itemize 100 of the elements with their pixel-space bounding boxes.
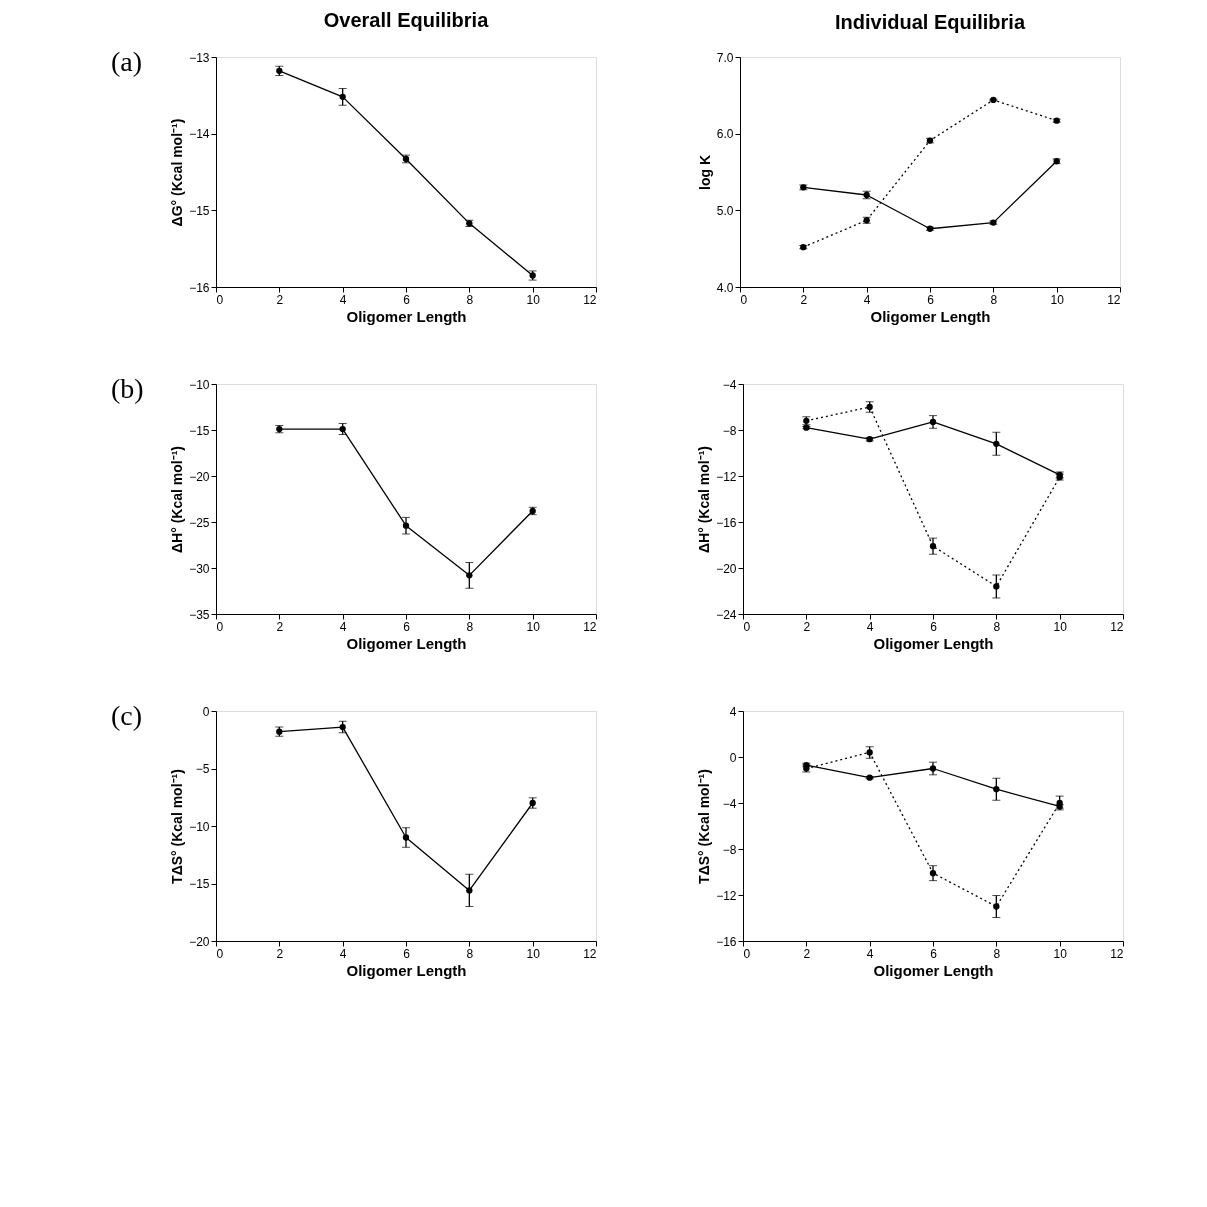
point [402,834,410,841]
x-tick-label: 0 [743,946,751,961]
y-tick-label: −20 [189,934,210,949]
x-tick-label: 0 [216,292,224,307]
x-axis-title: Oligomer Length [873,961,994,979]
chart-title: Individual Equilibria [834,11,1026,33]
y-tick-label: 7.0 [716,50,734,65]
point [466,572,473,579]
x-tick-label: 4 [863,292,871,307]
point [929,869,937,877]
x-tick-label: 4 [866,946,874,961]
point [929,542,937,550]
point [339,93,346,101]
y-tick-label: −5 [195,762,210,776]
x-tick-label: 8 [990,292,998,307]
point [993,440,1000,447]
x-tick-label: 6 [403,619,411,634]
x-tick-label: 4 [339,946,347,961]
x-tick-label: 8 [466,946,474,961]
point [929,765,937,772]
x-tick-label: 4 [339,619,347,634]
y-tick-label: −8 [722,423,737,438]
x-tick-label: 12 [583,946,597,961]
y-tick-label: −8 [722,842,737,857]
y-tick-label: −10 [189,819,210,834]
y-tick-label: 6.0 [716,127,734,142]
x-tick-label: 6 [403,292,411,307]
y-tick-label: −24 [716,607,737,622]
y-tick-label: −12 [716,469,737,484]
x-tick-label: 0 [743,619,751,634]
chart-title: Overall Equilibria [323,9,490,31]
y-tick-label: −14 [189,127,210,142]
x-tick-label: 6 [403,946,411,961]
y-tick-label: −15 [189,423,210,438]
x-axis-title: Oligomer Length [346,961,467,979]
x-tick-label: 2 [803,619,811,634]
y-axis-title: ΔH° (Kcal mol⁻¹) [696,446,713,553]
y-tick-label: −12 [716,888,737,903]
y-axis-title: TΔS° (Kcal mol⁻¹) [169,769,186,884]
y-axis-title: TΔS° (Kcal mol⁻¹) [696,769,713,884]
point [993,903,1000,910]
text: (b) [111,373,144,404]
x-tick-label: 4 [339,292,347,307]
x-tick-label: 4 [866,619,874,634]
x-axis-title: Oligomer Length [873,634,994,652]
x-tick-label: 2 [276,619,284,634]
y-tick-label: −35 [189,607,210,622]
y-tick-label: −10 [189,377,210,392]
x-tick-label: 0 [740,292,748,307]
x-tick-label: 2 [803,946,811,961]
x-tick-label: 10 [1053,619,1068,634]
y-axis-title: ΔG° (Kcal mol⁻¹) [169,118,186,227]
y-tick-label: 4.0 [716,280,734,295]
y-tick-label: 0 [202,704,210,719]
point [993,786,1000,793]
x-tick-label: 12 [583,619,597,634]
x-tick-label: 8 [993,946,1001,961]
x-tick-label: 10 [1053,946,1068,961]
x-tick-label: 6 [930,619,938,634]
x-tick-label: 8 [466,292,474,307]
x-tick-label: 10 [526,946,541,961]
x-tick-label: 12 [1107,292,1121,307]
y-tick-label: −15 [189,877,210,891]
point [466,887,473,894]
x-tick-label: 10 [526,619,541,634]
x-tick-label: 12 [1110,619,1124,634]
y-tick-label: −25 [189,515,210,530]
x-tick-label: 2 [800,292,808,307]
x-tick-label: 2 [276,946,284,961]
x-tick-label: 10 [526,292,541,307]
text: (a) [111,46,143,77]
y-tick-label: 4 [729,704,737,719]
x-tick-label: 10 [1050,292,1065,307]
y-tick-label: −15 [189,203,210,218]
y-tick-label: −4 [722,796,737,811]
y-tick-label: −16 [189,280,210,295]
y-tick-label: −4 [722,377,737,392]
x-axis-title: Oligomer Length [870,307,991,325]
x-tick-label: 12 [1110,946,1124,961]
x-tick-label: 6 [927,292,935,307]
x-tick-label: 0 [216,619,224,634]
y-axis-title: ΔH° (Kcal mol⁻¹) [169,446,186,553]
y-tick-label: −16 [716,515,737,530]
x-tick-label: 0 [216,946,224,961]
x-tick-label: 8 [466,619,474,634]
y-tick-label: 5.0 [716,203,734,218]
y-tick-label: −16 [716,934,737,949]
y-tick-label: −13 [189,50,210,65]
text: (c) [111,700,143,731]
x-axis-title: Oligomer Length [346,307,467,325]
y-tick-label: −20 [716,561,737,576]
point [402,522,410,529]
point [993,583,1000,590]
y-tick-label: −30 [189,561,210,576]
x-tick-label: 6 [930,946,938,961]
y-tick-label: 0 [729,750,737,765]
x-tick-label: 12 [583,292,597,307]
y-tick-label: −20 [189,469,210,484]
y-axis-title: log K [696,155,713,190]
x-tick-label: 2 [276,292,284,307]
